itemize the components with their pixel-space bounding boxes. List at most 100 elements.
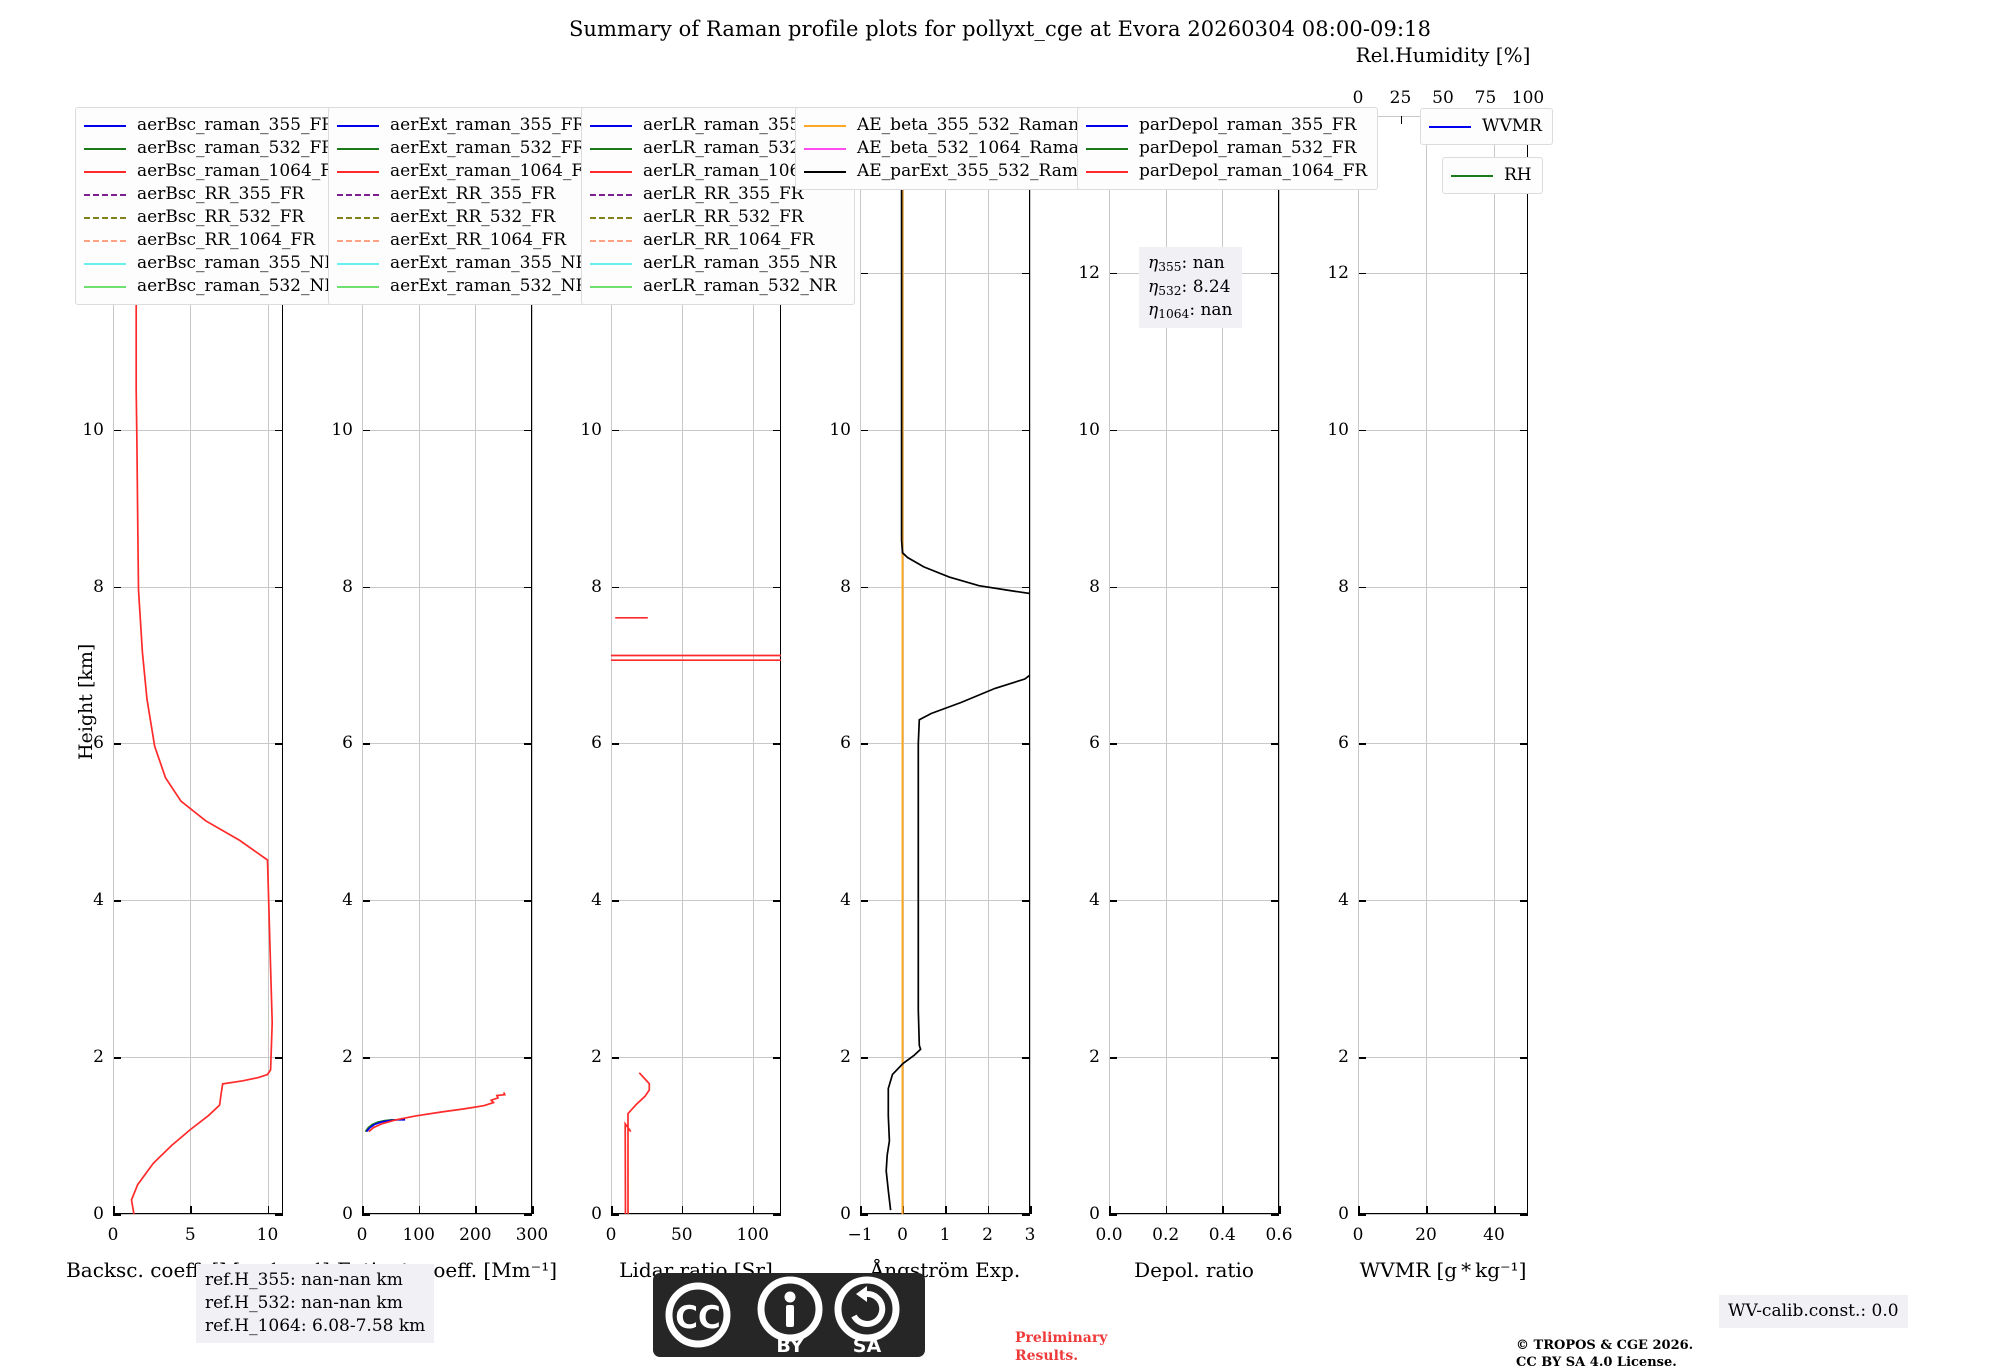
cc-by-text: BY: [776, 1335, 803, 1357]
copyright-line-1: © TROPOS & CGE 2026.: [1516, 1338, 1694, 1353]
xtick-label: 0.6: [1265, 1225, 1293, 1245]
legend-swatch-line: [337, 262, 379, 265]
eta-annotation: η355: nan η532: 8.24 η1064: nan: [1139, 247, 1242, 328]
copyright-notice: © TROPOS & CGE 2026. CC BY SA 4.0 Licens…: [1516, 1338, 1693, 1372]
eta-1064-value: nan: [1200, 300, 1233, 321]
preliminary-line-1: Preliminary: [1015, 1330, 1108, 1346]
legend-swatch-line: [84, 124, 126, 127]
legend-label: aerBsc_raman_532_FR: [137, 137, 335, 158]
legend-label: aerLR_RR_1064_FR: [643, 229, 815, 250]
legend-item: aerLR_RR_532_FR: [590, 206, 844, 229]
ytick-label: 6: [342, 733, 353, 754]
legend-item: RH: [1451, 164, 1532, 187]
ytick-label: 10: [82, 419, 104, 440]
legend-item: WVMR: [1429, 115, 1542, 138]
legend-label: aerBsc_raman_355_FR: [137, 114, 335, 135]
ytick-label: 8: [840, 576, 851, 597]
ytick-label: 6: [1089, 733, 1100, 754]
ytick-label: 12: [1078, 262, 1100, 283]
legend-label: aerExt_RR_1064_FR: [390, 229, 567, 250]
legend-label: aerLR_RR_532_FR: [643, 206, 804, 227]
legend-swatch-line: [337, 124, 379, 127]
panel-extinction-legend: aerExt_raman_355_FR aerExt_raman_532_FR …: [328, 107, 607, 305]
legend-item: AE_beta_355_532_Raman_FR: [804, 114, 1132, 137]
legend-item: aerExt_RR_532_FR: [337, 206, 596, 229]
ytick-label: 0: [1338, 1204, 1349, 1224]
legend-label: parDepol_raman_355_FR: [1139, 114, 1357, 135]
xtick-label: 100: [736, 1225, 769, 1245]
legend-swatch-line: [337, 147, 379, 150]
ytick-label: 10: [580, 419, 602, 440]
panel-lidar-ratio: 0 2 4 6 8 10 12 14 0 50 100 aerLR_raman_…: [580, 106, 856, 1282]
legend-label: aerExt_raman_532_FR: [390, 137, 586, 158]
cc-mark-text: CC: [675, 1300, 721, 1336]
ytick-label: 10: [331, 419, 353, 440]
legend-item: aerExt_RR_1064_FR: [337, 229, 596, 252]
legend-item: aerBsc_raman_532_FR: [84, 137, 345, 160]
legend-item: aerBsc_RR_532_FR: [84, 206, 345, 229]
wv-calib-annotation: WV-calib.const.: 0.0: [1719, 1295, 1908, 1328]
legend-swatch-line: [337, 170, 379, 173]
legend-swatch-line: [1429, 125, 1471, 128]
legend-item: aerBsc_raman_355_NR: [84, 252, 345, 275]
ytick-label: 6: [840, 733, 851, 754]
rh-tick-label: 50: [1432, 88, 1454, 108]
xtick-label: 3: [1024, 1225, 1036, 1245]
legend-label: aerLR_raman_532_FR: [643, 137, 834, 158]
legend-label: aerExt_raman_1064_FR: [390, 160, 596, 181]
ytick-label: 8: [591, 576, 602, 597]
legend-item: parDepol_raman_1064_FR: [1086, 160, 1367, 183]
legend-item: AE_beta_532_1064_Raman_FR: [804, 137, 1132, 160]
ytick-label: 10: [829, 419, 851, 440]
ref-height-annotation: ref.H_355: nan-nan km ref.H_532: nan-nan…: [196, 1264, 435, 1343]
legend-label: aerLR_raman_355_FR: [643, 114, 834, 135]
ytick-label: 6: [1338, 733, 1349, 754]
ref-height-532: ref.H_532: nan-nan km: [205, 1292, 403, 1313]
xtick-label: 0: [107, 1225, 119, 1245]
xtick-label: 300: [515, 1225, 549, 1245]
eta-355-value: nan: [1192, 253, 1225, 273]
ytick-label: 2: [93, 1047, 104, 1068]
legend-swatch-line: [590, 285, 632, 288]
panel-depolarization-legend: parDepol_raman_355_FR parDepol_raman_532…: [1077, 107, 1379, 190]
panel-wvmr-legend: WVMR: [1420, 108, 1553, 145]
legend-swatch-line: [590, 239, 632, 242]
ytick-label: 8: [1089, 576, 1100, 597]
ytick-label: 4: [93, 890, 104, 911]
rh-tick-label: 100: [1511, 88, 1545, 108]
legend-swatch-line: [84, 170, 126, 173]
legend-label: aerBsc_raman_532_NR: [137, 275, 338, 296]
legend-swatch-line: [1086, 170, 1128, 173]
legend-item: aerBsc_raman_532_NR: [84, 275, 345, 298]
ref-height-355: ref.H_355: nan-nan km: [205, 1270, 403, 1290]
xtick-label: 1: [939, 1225, 951, 1245]
xtick-label: 0.0: [1095, 1225, 1123, 1245]
xtick-label: 5: [184, 1225, 196, 1245]
legend-swatch-line: [84, 193, 126, 196]
ytick-label: 8: [1338, 576, 1349, 597]
panel-rh-legend: RH: [1442, 157, 1543, 194]
legend-swatch-line: [1086, 124, 1128, 127]
xtick-label: 0.4: [1208, 1225, 1236, 1245]
legend-label: aerBsc_raman_355_NR: [137, 252, 338, 273]
legend-swatch-line: [590, 262, 632, 265]
legend-label: parDepol_raman_1064_FR: [1139, 160, 1368, 181]
legend-swatch-line: [1451, 174, 1493, 177]
legend-swatch-line: [84, 285, 126, 288]
xtick-label: 0: [897, 1225, 908, 1245]
legend-label: aerLR_raman_355_NR: [643, 252, 837, 273]
angstrom-curves: [885, 116, 1030, 1214]
legend-item: aerLR_raman_355_FR: [590, 114, 844, 137]
legend-swatch-line: [804, 170, 846, 173]
ref-height-1064: ref.H_1064: 6.08-7.58 km: [205, 1315, 426, 1336]
legend-swatch-line: [590, 216, 632, 219]
ytick-label: 4: [1089, 890, 1100, 911]
legend-label: aerExt_raman_355_NR: [390, 252, 589, 273]
preliminary-line-2: Results.: [1015, 1347, 1079, 1364]
legend-item: aerExt_raman_532_NR: [337, 275, 596, 298]
legend-item: aerLR_RR_355_FR: [590, 183, 844, 206]
legend-swatch-line: [84, 239, 126, 242]
y-axis-label: Height [km]: [75, 643, 97, 760]
legend-item: aerExt_raman_1064_FR: [337, 160, 596, 183]
ytick-label: 4: [342, 890, 353, 911]
